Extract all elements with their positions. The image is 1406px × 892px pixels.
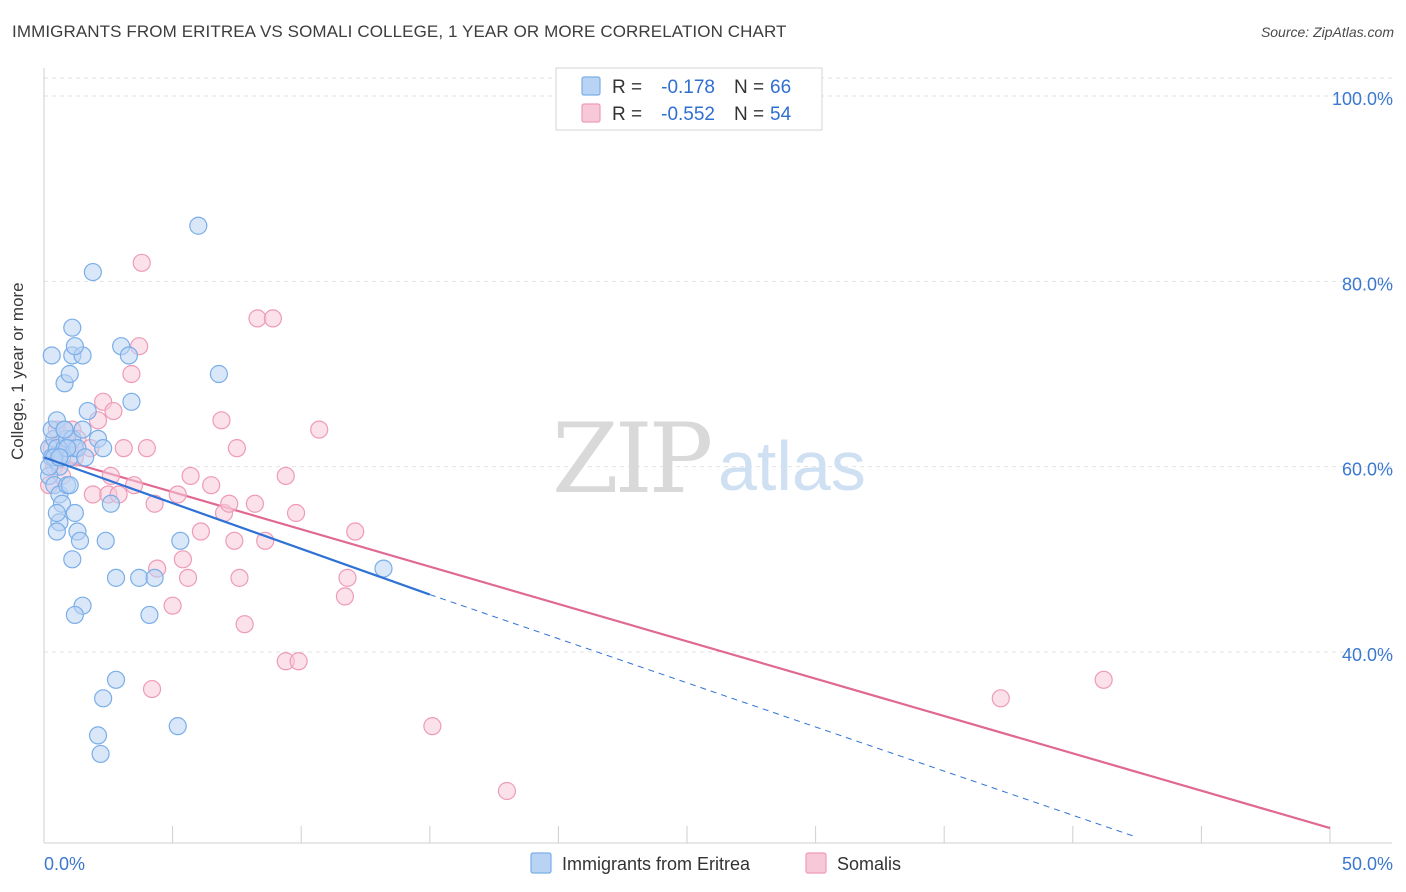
stats-n-label: N = [734, 104, 764, 125]
eritrea-point [91, 744, 110, 764]
somalis-point [178, 568, 198, 587]
eritrea-trend-line [43, 456, 431, 596]
stats-r-label: R = [612, 104, 642, 125]
x-tick-label: 50.0% [1342, 854, 1393, 874]
eritrea-point [55, 420, 74, 439]
stats-legend-swatch [581, 76, 601, 96]
somalis-point [227, 439, 246, 458]
somalis-point [191, 522, 210, 541]
somalis-point [346, 522, 365, 541]
eritrea-point [73, 420, 92, 439]
somalis-point [173, 550, 192, 569]
somalis-point [145, 494, 164, 513]
somalis-point [235, 615, 254, 634]
x-tick-label: 0.0% [44, 854, 85, 874]
somalis-point [245, 494, 265, 513]
chart-source: Source: ZipAtlas.com [1260, 24, 1394, 40]
eritrea-point [70, 531, 90, 550]
watermark-zip: ZIP [552, 403, 711, 515]
eritrea-point [65, 503, 84, 523]
eritrea-point [78, 401, 97, 421]
somalis-trend-line [43, 453, 1331, 830]
eritrea-point [94, 439, 113, 458]
somalis-point [142, 679, 162, 699]
somalis-point [220, 494, 239, 513]
eritrea-point [130, 568, 149, 587]
y-tick-label: 60.0% [1342, 460, 1393, 480]
eritrea-trend-extension [429, 594, 1138, 838]
eritrea-point [88, 726, 108, 745]
legend-swatch [805, 852, 827, 874]
eritrea-point [96, 531, 115, 550]
somalis-point [83, 485, 102, 504]
somalis-point [423, 717, 442, 736]
eritrea-point [47, 522, 66, 541]
eritrea-point [94, 689, 113, 708]
eritrea-point [60, 364, 79, 384]
stats-n-value: 54 [770, 104, 792, 125]
eritrea-point [101, 494, 120, 513]
somalis-point [163, 596, 182, 615]
y-tick-label: 40.0% [1342, 645, 1393, 665]
somalis-point [248, 309, 267, 328]
somalis-point [263, 309, 283, 328]
eritrea-point [140, 605, 159, 625]
somalis-point [276, 466, 295, 486]
stats-r-value: -0.552 [661, 104, 715, 125]
somalis-point [122, 364, 141, 384]
eritrea-point [63, 550, 82, 569]
eritrea-point [209, 364, 228, 384]
somalis-point [338, 568, 357, 587]
eritrea-point [83, 262, 102, 282]
y-tick-label: 100.0% [1332, 89, 1393, 109]
somalis-point [104, 401, 123, 421]
stats-legend-swatch [581, 103, 601, 123]
somalis-point [202, 476, 221, 495]
somalis-point [289, 652, 308, 671]
somalis-point [1094, 670, 1113, 689]
eritrea-point [106, 670, 126, 689]
eritrea-point [145, 568, 164, 587]
eritrea-point [76, 448, 95, 467]
somalis-point [137, 439, 156, 458]
legend-label: Somalis [837, 854, 901, 874]
somalis-point [497, 781, 517, 801]
somalis-point [168, 485, 187, 504]
chart-title: IMMIGRANTS FROM ERITREA VS SOMALI COLLEG… [12, 22, 787, 41]
somalis-point [132, 253, 151, 272]
legend-swatch [530, 852, 552, 874]
somalis-point [225, 531, 244, 550]
somalis-point [114, 439, 133, 458]
eritrea-point [168, 717, 187, 736]
somalis-point [124, 476, 144, 495]
somalis-point [310, 420, 329, 439]
stats-n-label: N = [734, 77, 764, 98]
somalis-point [212, 411, 231, 430]
eritrea-point [65, 605, 84, 625]
eritrea-point [171, 531, 190, 550]
stats-r-label: R = [612, 77, 642, 98]
eritrea-point [374, 559, 393, 578]
legend-label: Immigrants from Eritrea [562, 854, 751, 874]
somalis-point [286, 503, 306, 523]
somalis-point [991, 689, 1010, 708]
watermark-atlas: atlas [718, 427, 866, 505]
somalis-point [181, 466, 200, 486]
eritrea-point [119, 346, 138, 365]
eritrea-point [63, 318, 82, 337]
y-tick-label: 80.0% [1342, 274, 1393, 294]
eritrea-point [42, 346, 61, 365]
eritrea-point [65, 337, 84, 356]
eritrea-point [106, 568, 126, 587]
eritrea-point [60, 476, 79, 495]
stats-n-value: 66 [770, 77, 791, 98]
eritrea-point [122, 392, 141, 411]
somalis-point [335, 587, 355, 606]
eritrea-point [47, 503, 66, 523]
stats-r-value: -0.178 [661, 77, 715, 98]
eritrea-point [189, 216, 208, 235]
somalis-point [230, 568, 249, 587]
